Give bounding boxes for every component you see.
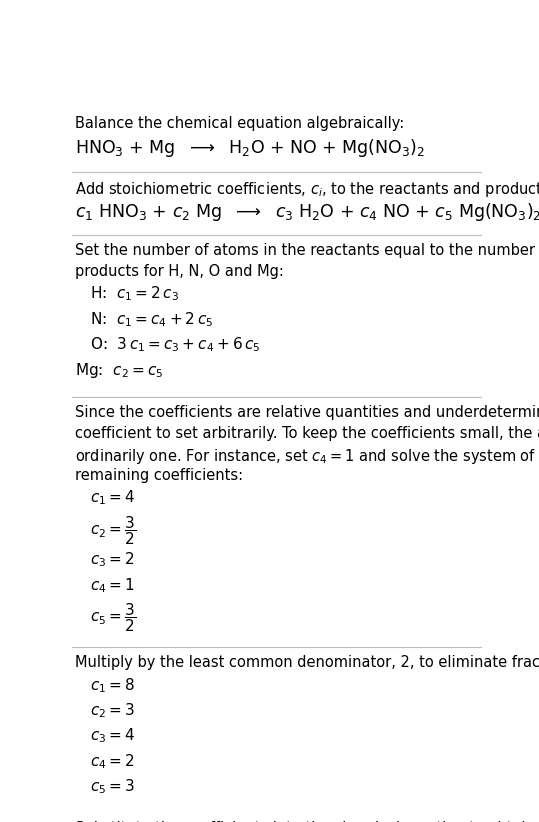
Text: $c_2 = 3$: $c_2 = 3$ xyxy=(91,701,135,720)
Text: Since the coefficients are relative quantities and underdetermined, choose a: Since the coefficients are relative quan… xyxy=(75,405,539,420)
Text: $c_4 = 2$: $c_4 = 2$ xyxy=(91,752,135,770)
Text: Set the number of atoms in the reactants equal to the number of atoms in the: Set the number of atoms in the reactants… xyxy=(75,243,539,258)
Text: Mg:  $c_2 = c_5$: Mg: $c_2 = c_5$ xyxy=(75,361,163,380)
Text: H:  $c_1 = 2\,c_3$: H: $c_1 = 2\,c_3$ xyxy=(91,284,179,303)
Text: O:  $3\,c_1 = c_3 + c_4 + 6\,c_5$: O: $3\,c_1 = c_3 + c_4 + 6\,c_5$ xyxy=(91,335,261,354)
Text: HNO$_3$ + Mg  $\longrightarrow$  H$_2$O + NO + Mg(NO$_3$)$_2$: HNO$_3$ + Mg $\longrightarrow$ H$_2$O + … xyxy=(75,137,425,159)
Text: $c_2 = \dfrac{3}{2}$: $c_2 = \dfrac{3}{2}$ xyxy=(91,514,136,547)
Text: products for H, N, O and Mg:: products for H, N, O and Mg: xyxy=(75,264,284,279)
Text: $c_3 = 2$: $c_3 = 2$ xyxy=(91,551,135,570)
Text: Balance the chemical equation algebraically:: Balance the chemical equation algebraica… xyxy=(75,117,404,132)
Text: ordinarily one. For instance, set $c_4 = 1$ and solve the system of equations fo: ordinarily one. For instance, set $c_4 =… xyxy=(75,447,539,466)
Text: remaining coefficients:: remaining coefficients: xyxy=(75,468,243,483)
Text: $c_1$ HNO$_3$ + $c_2$ Mg  $\longrightarrow$  $c_3$ H$_2$O + $c_4$ NO + $c_5$ Mg(: $c_1$ HNO$_3$ + $c_2$ Mg $\longrightarro… xyxy=(75,201,539,223)
Text: $c_5 = \dfrac{3}{2}$: $c_5 = \dfrac{3}{2}$ xyxy=(91,601,136,634)
Text: Multiply by the least common denominator, 2, to eliminate fractional coefficient: Multiply by the least common denominator… xyxy=(75,655,539,670)
Text: $c_1 = 8$: $c_1 = 8$ xyxy=(91,676,135,695)
Text: $c_4 = 1$: $c_4 = 1$ xyxy=(91,576,135,594)
Text: coefficient to set arbitrarily. To keep the coefficients small, the arbitrary va: coefficient to set arbitrarily. To keep … xyxy=(75,426,539,441)
Text: $c_5 = 3$: $c_5 = 3$ xyxy=(91,777,135,796)
Text: $c_3 = 4$: $c_3 = 4$ xyxy=(91,727,135,746)
Text: $c_1 = 4$: $c_1 = 4$ xyxy=(91,488,135,507)
Text: Add stoichiometric coefficients, $c_i$, to the reactants and products:: Add stoichiometric coefficients, $c_i$, … xyxy=(75,180,539,199)
Text: N:  $c_1 = c_4 + 2\,c_5$: N: $c_1 = c_4 + 2\,c_5$ xyxy=(91,310,213,329)
